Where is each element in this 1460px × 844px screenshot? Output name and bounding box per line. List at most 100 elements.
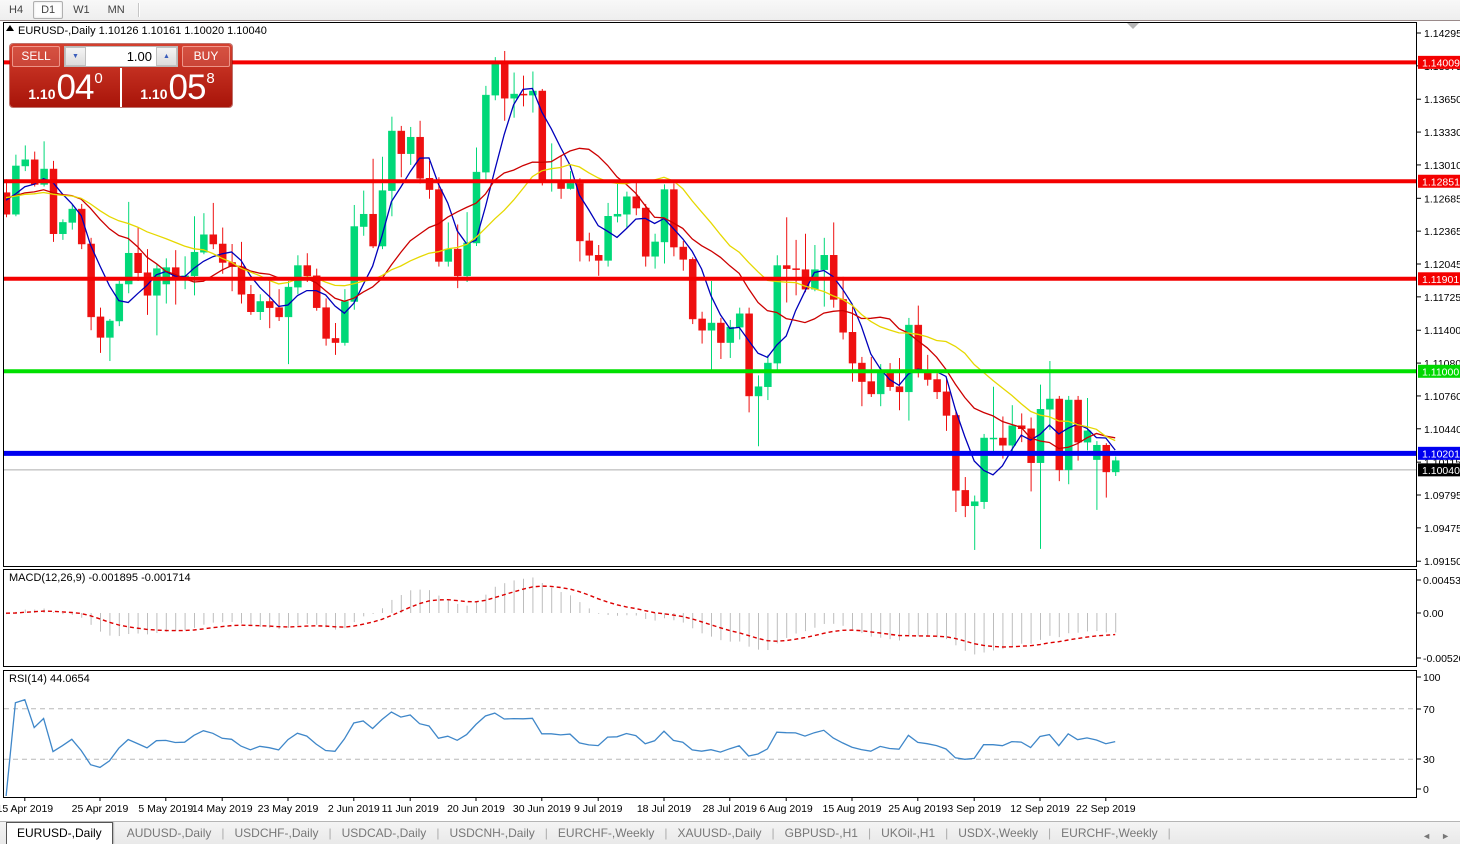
macd-panel-border [3,569,1417,667]
tab-audusd-daily[interactable]: AUDUSD-,Daily [126,826,212,840]
ma-13-line [5,147,1116,450]
svg-text:9 Jul 2019: 9 Jul 2019 [574,803,623,815]
tab-usdx-weekly[interactable]: USDX-,Weekly [958,826,1039,840]
svg-text:0.004536: 0.004536 [1423,575,1460,587]
rsi-panel-border [3,670,1417,798]
svg-text:1.12365: 1.12365 [1424,226,1460,238]
svg-text:15 Aug 2019: 15 Aug 2019 [823,803,882,815]
timeframe-button-w1[interactable]: W1 [73,4,90,16]
sell-button[interactable]: SELL [12,45,60,67]
svg-text:1.14009: 1.14009 [1422,57,1460,69]
volume-increase-icon[interactable]: ▲ [156,46,177,66]
svg-text:1.11400: 1.11400 [1424,325,1460,337]
tab-separator: | [771,826,775,840]
ma-21-line [5,163,1116,442]
svg-text:70: 70 [1423,704,1435,716]
svg-text:0.00: 0.00 [1423,608,1444,620]
tab-ukoil-h1[interactable]: UKOil-,H1 [881,826,936,840]
svg-text:20 Jun 2019: 20 Jun 2019 [447,803,505,815]
svg-text:1.10201: 1.10201 [1422,448,1460,460]
tab-usdchf-daily[interactable]: USDCHF-,Daily [234,826,319,840]
svg-text:30: 30 [1423,754,1435,766]
chart-shift-marker-icon[interactable] [1127,23,1139,29]
tab-eurchf-weekly[interactable]: EURCHF-,Weekly [1061,826,1158,840]
timeframe-toolbar: H4 D1 W1 MN [0,0,1460,21]
toolbar-separator [137,3,140,17]
sell-price-display[interactable]: 1.10 04 0 [10,68,122,107]
tab-separator: | [1167,826,1171,840]
volume-decrease-icon[interactable]: ▼ [65,46,86,66]
tab-eurchf-weekly[interactable]: EURCHF-,Weekly [557,826,655,840]
svg-text:5 May 2019: 5 May 2019 [138,803,193,815]
tab-usdcad-daily[interactable]: USDCAD-,Daily [341,826,427,840]
svg-text:1.13330: 1.13330 [1424,127,1460,139]
macd-signal-line [5,585,1116,648]
svg-text:1.11000: 1.11000 [1422,366,1459,378]
svg-text:30 Jun 2019: 30 Jun 2019 [513,803,571,815]
svg-text:14 May 2019: 14 May 2019 [192,803,253,815]
rsi-plot [4,698,1416,796]
svg-text:1.13650: 1.13650 [1424,94,1460,106]
rsi-line [5,698,1116,796]
svg-text:11 Jun 2019: 11 Jun 2019 [382,803,439,815]
buy-button[interactable]: BUY [182,45,230,67]
svg-text:28 Jul 2019: 28 Jul 2019 [703,803,757,815]
svg-text:-0.005205: -0.005205 [1423,653,1460,665]
buy-price-big: 05 [168,67,206,107]
tab-xauusd-daily[interactable]: XAUUSD-,Daily [677,826,762,840]
tab-separator: | [664,826,668,840]
volume-input[interactable] [86,46,156,66]
svg-text:6 Aug 2019: 6 Aug 2019 [760,803,813,815]
svg-text:12 Sep 2019: 12 Sep 2019 [1010,803,1070,815]
tab-gbpusd-h1[interactable]: GBPUSD-,H1 [784,826,858,840]
volume-stepper: ▼ ▲ [64,45,178,67]
tab-scroll-right-icon[interactable]: ► [1441,831,1450,841]
macd-indicator-label: MACD(12,26,9) -0.001895 -0.001714 [9,572,191,584]
tab-separator: | [1048,826,1052,840]
svg-text:18 Jul 2019: 18 Jul 2019 [637,803,691,815]
svg-text:22 Sep 2019: 22 Sep 2019 [1076,803,1136,815]
tab-usdcnh-daily[interactable]: USDCNH-,Daily [449,826,535,840]
sell-price-small: 1.10 [28,85,56,102]
svg-text:1.11901: 1.11901 [1422,274,1459,286]
svg-text:1.12685: 1.12685 [1424,193,1460,205]
timeframe-button-mn[interactable]: MN [107,4,125,16]
svg-text:3 Sep 2019: 3 Sep 2019 [947,803,1001,815]
buy-price-display[interactable]: 1.10 05 8 [122,68,232,107]
svg-text:2 Jun 2019: 2 Jun 2019 [328,803,380,815]
chart-title: EURUSD-,Daily 1.10126 1.10161 1.10020 1.… [18,25,267,37]
tab-separator: | [945,826,949,840]
one-click-trade-panel: SELL ▼ ▲ BUY 1.10 04 0 1.10 05 8 [10,44,232,107]
chart-canvas[interactable]: 1.142951.139751.136501.133301.130101.126… [0,21,1460,821]
tab-separator: | [221,826,225,840]
svg-text:1.12045: 1.12045 [1424,259,1460,271]
svg-text:1.09795: 1.09795 [1424,490,1460,502]
rsi-indicator-label: RSI(14) 44.0654 [9,673,90,685]
timeframe-button-d1[interactable]: D1 [33,1,64,19]
svg-text:1.09475: 1.09475 [1424,523,1460,535]
tab-scroll-left-icon[interactable]: ◄ [1422,831,1432,841]
window-expand-icon[interactable] [6,25,14,31]
svg-text:1.10440: 1.10440 [1424,424,1460,436]
tab-separator: | [436,826,440,840]
candlestick-series [4,50,1120,550]
svg-text:100: 100 [1423,672,1441,684]
sell-price-pip: 0 [94,70,103,87]
svg-text:1.10040: 1.10040 [1422,465,1460,477]
main-panel-border [3,22,1417,567]
svg-text:1.13010: 1.13010 [1424,160,1460,172]
main-plot [4,50,1416,550]
chart-tab-bar: EURUSD-,Daily AUDUSD-,Daily | USDCHF-,Daily… [0,821,1460,844]
price-axis[interactable]: 1.142951.139751.136501.133301.130101.126… [1416,28,1460,796]
svg-text:1.14295: 1.14295 [1424,28,1460,40]
tab-eurusd-daily[interactable]: EURUSD-,Daily [6,822,113,844]
macd-plot [5,577,1117,655]
svg-text:1.11725: 1.11725 [1424,292,1460,304]
svg-text:25 Apr 2019: 25 Apr 2019 [72,803,129,815]
timeframe-button-h4[interactable]: H4 [9,4,24,16]
tab-scroll-controls: ◄ ► [1422,831,1460,844]
svg-text:1.09150: 1.09150 [1424,556,1460,568]
svg-text:0: 0 [1423,784,1429,796]
